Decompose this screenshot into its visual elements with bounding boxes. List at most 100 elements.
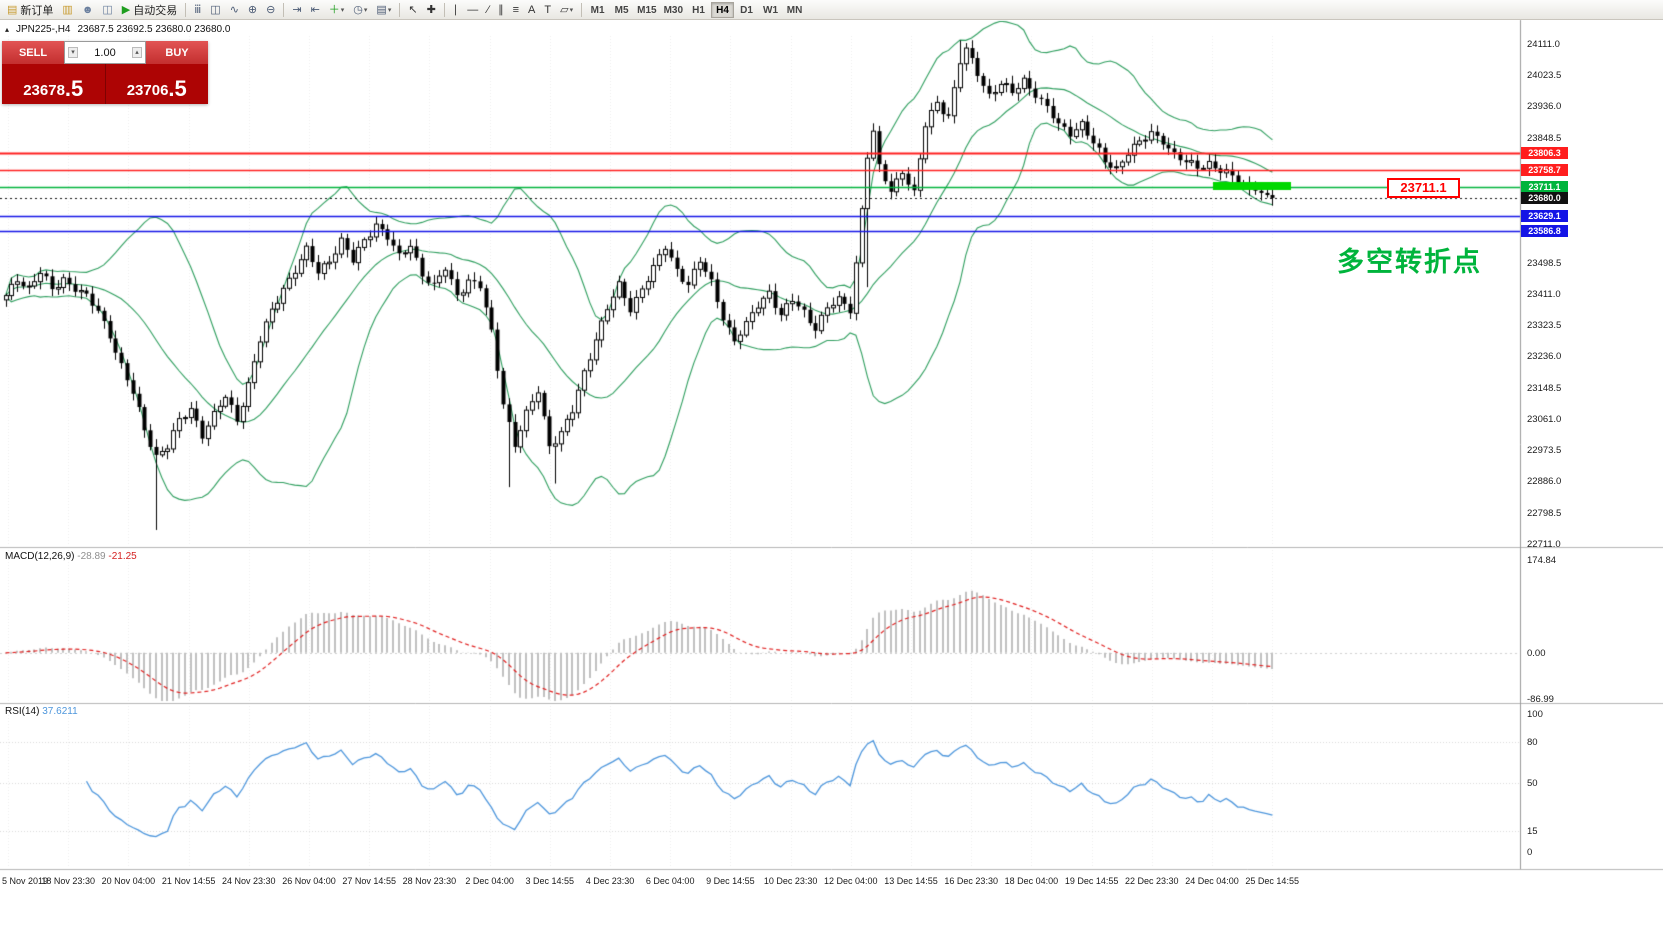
channel-icon: ∥ bbox=[498, 3, 504, 16]
terminal-button[interactable]: ◫ bbox=[98, 1, 116, 19]
charts-window-button[interactable]: ▥ bbox=[58, 1, 76, 19]
dropdown-arrow-icon[interactable]: ▾ bbox=[569, 6, 574, 14]
time-axis[interactable]: 5 Nov 2019 18 Nov 23:30 20 Nov 04:00 21 Nov… bbox=[0, 870, 1663, 896]
dropdown-arrow-icon[interactable]: ▾ bbox=[363, 6, 368, 14]
macd-axis-label: 174.84 bbox=[1527, 555, 1557, 566]
zoom-out-button[interactable]: ⊖ bbox=[262, 1, 279, 19]
bars-chart-button[interactable]: ⅲ bbox=[190, 1, 205, 19]
price-axis-label: 24023.5 bbox=[1527, 70, 1562, 82]
toolbar-separator bbox=[283, 2, 285, 17]
timeframe-h1-button[interactable]: H1 bbox=[692, 4, 705, 16]
time-axis-label: 28 Nov 23:30 bbox=[402, 876, 457, 886]
timeframe-m30-button[interactable]: M30 bbox=[663, 4, 684, 16]
autotrading-button[interactable]: ▶ 自动交易 bbox=[118, 1, 181, 19]
text-button[interactable]: A bbox=[524, 1, 539, 19]
chart-title: ▴ JPN225-,H4 23687.5 23692.5 23680.0 236… bbox=[5, 24, 230, 35]
indicators-button[interactable]: ＋ ▾ bbox=[325, 1, 349, 19]
toolbar-separator bbox=[443, 2, 445, 17]
price-axis-label: 22886.0 bbox=[1527, 476, 1562, 488]
rsi-axis-label: 0 bbox=[1527, 847, 1533, 858]
time-axis-label: 21 Nov 14:55 bbox=[161, 876, 216, 886]
price-line-badge: 23806.3 bbox=[1521, 146, 1568, 159]
time-axis-label: 18 Nov 23:30 bbox=[41, 876, 95, 886]
timeframe-h4-button[interactable]: H4 bbox=[711, 1, 735, 18]
timeframe-w1-button[interactable]: W1 bbox=[763, 4, 779, 16]
one-click-trading-panel: SELL ▾ 1.00 ▴ BUY 23678 .5 23706 .5 bbox=[2, 41, 208, 104]
crosshair-button[interactable]: ✚ bbox=[423, 1, 440, 19]
hline-button[interactable]: ― bbox=[463, 1, 482, 19]
zoom-in-icon: ⊕ bbox=[247, 3, 258, 16]
rsi-axis-label: 15 bbox=[1527, 826, 1538, 838]
channel-button[interactable]: ∥ bbox=[494, 1, 508, 19]
label-button[interactable]: T bbox=[540, 1, 555, 19]
autoscroll-button[interactable]: ⇥ bbox=[288, 1, 305, 19]
volume-field[interactable]: ▾ 1.00 ▴ bbox=[64, 41, 146, 64]
volume-decrease-button[interactable]: ▾ bbox=[68, 47, 78, 58]
sell-price[interactable]: 23678 .5 bbox=[2, 64, 106, 104]
periods-button[interactable]: ◷ ▾ bbox=[349, 1, 371, 19]
profiles-button[interactable]: ☻ bbox=[78, 1, 98, 19]
cursor-button[interactable]: ↖ bbox=[404, 1, 421, 19]
timeframe-m15-button[interactable]: M15 bbox=[637, 4, 657, 16]
timeframe-m1-button[interactable]: M1 bbox=[590, 4, 605, 16]
autotrading-button-label: 自动交易 bbox=[133, 4, 178, 17]
time-axis-label: 9 Dec 14:55 bbox=[706, 876, 755, 886]
volume-increase-button[interactable]: ▴ bbox=[132, 47, 142, 58]
buy-button[interactable]: BUY bbox=[146, 41, 208, 64]
time-axis-label: 26 Nov 04:00 bbox=[282, 876, 336, 886]
new-order-button[interactable]: ▤ 新订单 bbox=[3, 1, 57, 19]
price-axis-label: 22711.0 bbox=[1527, 538, 1561, 550]
chart-shift-icon: ⇤ bbox=[310, 3, 320, 16]
price-axis[interactable]: 24111.024023.523936.023848.523761.023673… bbox=[1520, 20, 1663, 870]
trendline-button[interactable]: ∕ bbox=[483, 1, 493, 19]
cursor-icon: ↖ bbox=[408, 3, 418, 16]
price-axis-label: 23411.0 bbox=[1527, 288, 1561, 300]
volume-value: 1.00 bbox=[94, 46, 116, 59]
macd-hist-value: -28.89 bbox=[77, 551, 106, 562]
rsi-indicator-label: RSI(14) 37.6211 bbox=[5, 706, 78, 717]
price-line-badge: 23680.0 bbox=[1521, 191, 1568, 204]
price-axis-label: 23323.5 bbox=[1527, 320, 1562, 332]
time-axis-label: 13 Dec 14:55 bbox=[884, 876, 938, 886]
timeframe-m5-button[interactable]: M5 bbox=[614, 4, 629, 16]
line-chart-button[interactable]: ∿ bbox=[226, 1, 243, 19]
shapes-icon: ▱ bbox=[560, 3, 569, 16]
shapes-button[interactable]: ▱ ▾ bbox=[556, 1, 577, 19]
time-axis-label: 4 Dec 23:30 bbox=[585, 876, 635, 886]
buy-price-main: 23706 bbox=[126, 82, 169, 99]
price-level-label[interactable]: 23711.1 bbox=[1387, 178, 1460, 198]
time-axis-label: 3 Dec 14:55 bbox=[525, 876, 575, 886]
new-order-button-label: 新订单 bbox=[20, 4, 54, 17]
time-axis-label: 10 Dec 23:30 bbox=[763, 876, 818, 886]
buy-price[interactable]: 23706 .5 bbox=[106, 64, 209, 104]
autoscroll-icon: ⇥ bbox=[292, 3, 302, 16]
time-axis-label: 24 Dec 04:00 bbox=[1185, 876, 1239, 886]
turning-point-annotation[interactable]: 多空转折点 bbox=[1337, 247, 1482, 277]
time-axis-label: 22 Dec 23:30 bbox=[1125, 876, 1179, 886]
timeframe-d1-button[interactable]: D1 bbox=[740, 4, 753, 16]
sell-button[interactable]: SELL bbox=[2, 41, 64, 64]
vline-button[interactable]: ∣ bbox=[449, 1, 463, 19]
fibonacci-icon: ≡ bbox=[512, 3, 520, 16]
price-axis-label: 24111.0 bbox=[1527, 39, 1560, 50]
timeframe-mn-button[interactable]: MN bbox=[786, 4, 803, 16]
fibonacci-button[interactable]: ≡ bbox=[509, 1, 523, 19]
chart-shift-button[interactable]: ⇤ bbox=[307, 1, 324, 19]
candles-chart-button[interactable]: ◫ bbox=[206, 1, 224, 19]
time-axis-label: 18 Dec 04:00 bbox=[1004, 876, 1059, 886]
trendline-icon: ∕ bbox=[487, 3, 490, 16]
price-axis-label: 22798.5 bbox=[1527, 507, 1562, 519]
rsi-axis-label: 100 bbox=[1527, 709, 1543, 720]
dropdown-arrow-icon[interactable]: ▾ bbox=[340, 6, 345, 14]
macd-axis-label: 0.00 bbox=[1527, 647, 1546, 659]
dropdown-arrow-icon[interactable]: ▾ bbox=[387, 6, 392, 14]
profiles-icon: ☻ bbox=[81, 3, 94, 16]
price-axis-label: 23236.0 bbox=[1527, 351, 1562, 363]
zoom-in-button[interactable]: ⊕ bbox=[244, 1, 261, 19]
price-axis-label: 22973.5 bbox=[1527, 445, 1562, 457]
sell-price-main: 23678 bbox=[23, 82, 65, 99]
chart-icon: ▴ bbox=[5, 25, 10, 34]
templates-button[interactable]: ▤ ▾ bbox=[372, 1, 395, 19]
